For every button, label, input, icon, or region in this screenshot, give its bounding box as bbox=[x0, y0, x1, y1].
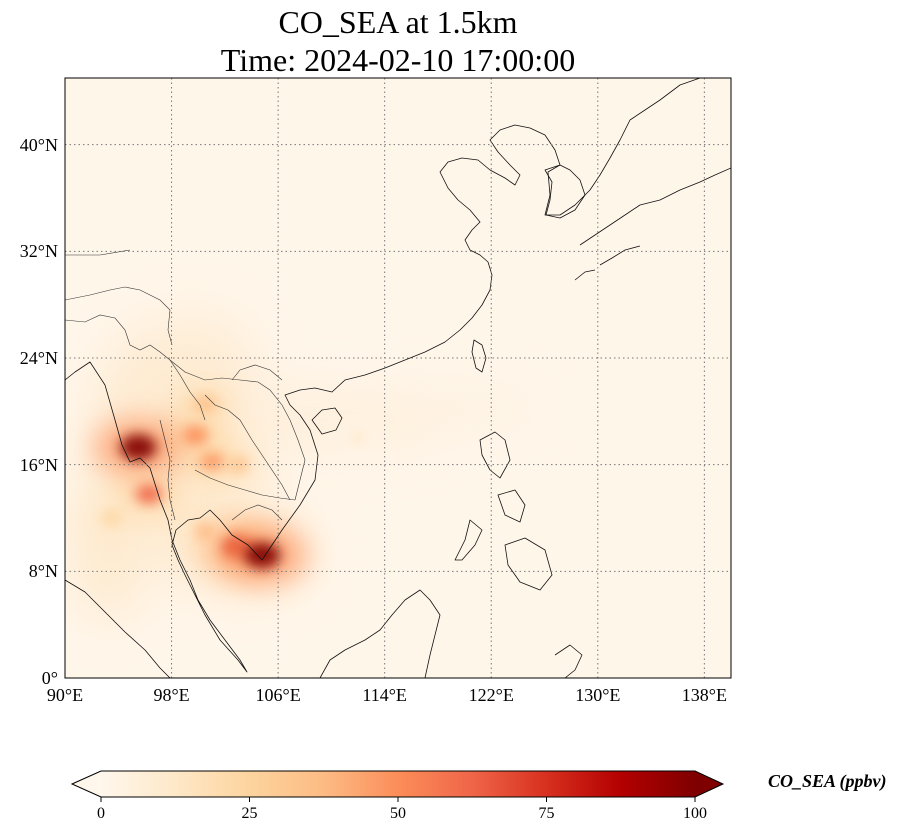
lon-tick-label: 98°E bbox=[153, 685, 190, 705]
coastline-sulawesi bbox=[554, 644, 583, 678]
colorbar-tick-label: 50 bbox=[390, 805, 406, 822]
country-borders bbox=[65, 249, 306, 521]
colorbar-tick-label: 100 bbox=[683, 805, 707, 822]
lon-tick-label: 114°E bbox=[362, 685, 407, 705]
lon-tick-label: 138°E bbox=[681, 685, 727, 705]
coastline-taiwan bbox=[471, 339, 487, 373]
map-frame bbox=[64, 77, 732, 679]
colorbar-ticks bbox=[100, 797, 696, 802]
gridlines bbox=[65, 78, 731, 678]
hotspot-core-south-china-sea-plume bbox=[350, 432, 366, 444]
lat-tick-label: 8°N bbox=[28, 561, 58, 582]
map-subtitle-time: Time: 2024-02-10 17:00:00 bbox=[220, 42, 576, 78]
lat-tick-label: 0° bbox=[41, 668, 58, 688]
hotspot-core-south-vietnam bbox=[244, 542, 281, 569]
colorbar-gradient bbox=[101, 771, 695, 797]
coastline-japan bbox=[574, 167, 731, 281]
colorbar-tick-label: 75 bbox=[538, 805, 555, 822]
lat-tick-label: 24°N bbox=[19, 348, 58, 368]
colorbar-extend-high bbox=[695, 771, 723, 797]
lat-tick-label: 32°N bbox=[19, 241, 58, 262]
colorbar-label: CO_SEA (ppbv) bbox=[768, 771, 887, 791]
coastline-sumatra bbox=[65, 579, 171, 678]
colorbar-tick-label: 0 bbox=[97, 805, 105, 822]
map-title: CO_SEA at 1.5km bbox=[278, 4, 518, 40]
hotspot-core-myanmar-coast bbox=[120, 434, 157, 461]
coastlines bbox=[65, 78, 731, 678]
co-concentration-field bbox=[88, 387, 376, 584]
lat-tick-label: 16°N bbox=[19, 454, 58, 475]
lon-tick-label: 130°E bbox=[575, 685, 621, 705]
coastline-philippines bbox=[454, 431, 553, 591]
lon-tick-label: 90°E bbox=[46, 685, 84, 705]
lon-tick-label: 122°E bbox=[468, 685, 514, 705]
hotspot-core-myanmar-south bbox=[135, 484, 163, 504]
coastline-korea bbox=[544, 164, 586, 219]
hotspot-core-andaman-outflow bbox=[102, 510, 122, 526]
hotspot-core-northern-thailand bbox=[182, 425, 209, 445]
colorbar-tick-label: 25 bbox=[241, 805, 258, 822]
coastline-borneo bbox=[319, 589, 441, 678]
hotspot-core-northern-laos bbox=[194, 396, 216, 413]
coastline-hainan bbox=[311, 407, 343, 435]
colorbar-extend-low bbox=[72, 771, 101, 797]
lon-tick-label: 106°E bbox=[255, 685, 301, 705]
coastline-mainland bbox=[65, 78, 701, 673]
lat-tick-label: 40°N bbox=[19, 134, 58, 155]
